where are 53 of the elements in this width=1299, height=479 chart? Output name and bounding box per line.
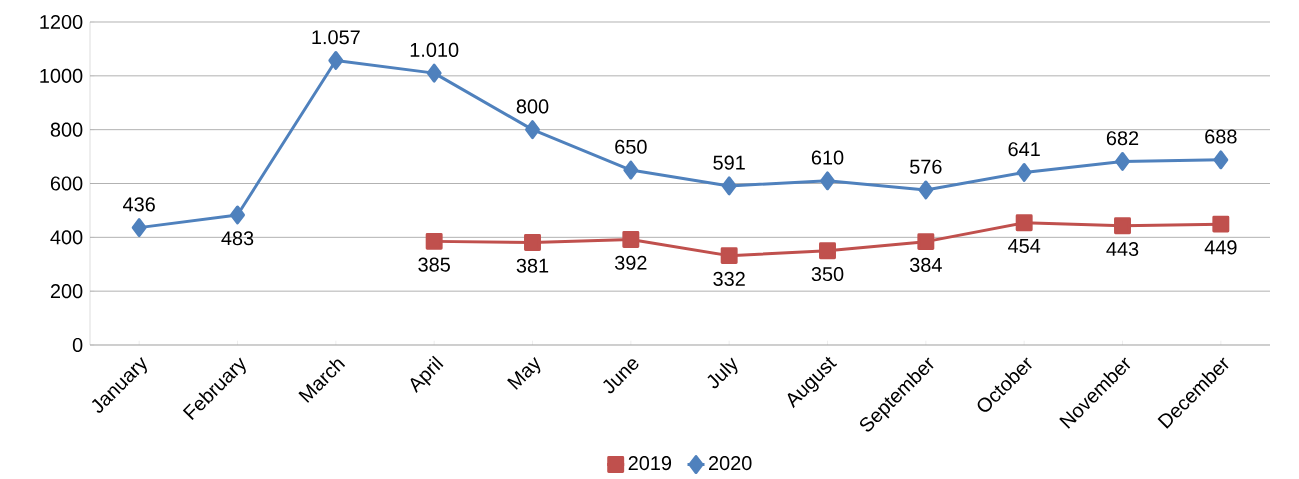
data-label: 591 — [713, 155, 745, 170]
point — [425, 232, 443, 250]
x-tick-label: May — [507, 356, 541, 390]
point — [720, 247, 738, 265]
data-label: 443 — [1106, 241, 1139, 257]
data-label: 641 — [1008, 142, 1040, 157]
data-label: 1.057 — [312, 30, 360, 45]
point — [622, 231, 640, 248]
data-label: 682 — [1106, 131, 1139, 146]
point — [524, 233, 541, 251]
y-tick-label: 200 — [50, 284, 83, 299]
point — [1015, 214, 1033, 232]
x-tick-label: July — [707, 357, 738, 389]
y-tick-label: 600 — [50, 176, 83, 191]
data-label: 483 — [221, 231, 254, 246]
point — [918, 180, 934, 200]
point — [721, 176, 737, 196]
point — [1016, 162, 1032, 182]
data-label: 350 — [811, 267, 844, 282]
y-tick-label: 1200 — [40, 14, 83, 30]
data-label: 688 — [1205, 129, 1237, 144]
y-tick-label: 0 — [72, 337, 83, 353]
point — [623, 160, 639, 180]
point — [131, 218, 147, 238]
data-label: 332 — [713, 271, 745, 286]
point — [1115, 151, 1130, 171]
point — [525, 120, 540, 140]
data-label: 610 — [811, 150, 844, 165]
data-label: 436 — [123, 197, 155, 212]
point — [819, 242, 836, 260]
data-label: 454 — [1008, 239, 1041, 253]
legend-label: 2019 — [628, 456, 672, 471]
y-tick-label: 1000 — [40, 68, 83, 83]
data-label: 384 — [909, 257, 942, 272]
data-label: 800 — [516, 99, 549, 114]
point — [328, 51, 344, 70]
data-label: 650 — [615, 139, 647, 154]
point — [820, 171, 835, 191]
y-tick-label: 400 — [50, 230, 83, 245]
data-label: 576 — [910, 159, 942, 174]
data-label: 392 — [614, 255, 647, 270]
data-label: 381 — [516, 258, 549, 273]
y-tick-label: 800 — [50, 122, 83, 137]
point — [917, 233, 935, 251]
legend-label: 2020 — [708, 456, 752, 471]
data-label: 449 — [1204, 240, 1237, 255]
point — [1212, 215, 1230, 233]
point — [230, 205, 245, 225]
point — [1213, 150, 1229, 170]
data-label: 385 — [418, 257, 450, 272]
data-label: 1.010 — [410, 42, 459, 57]
point — [1114, 217, 1131, 235]
point — [426, 63, 442, 83]
